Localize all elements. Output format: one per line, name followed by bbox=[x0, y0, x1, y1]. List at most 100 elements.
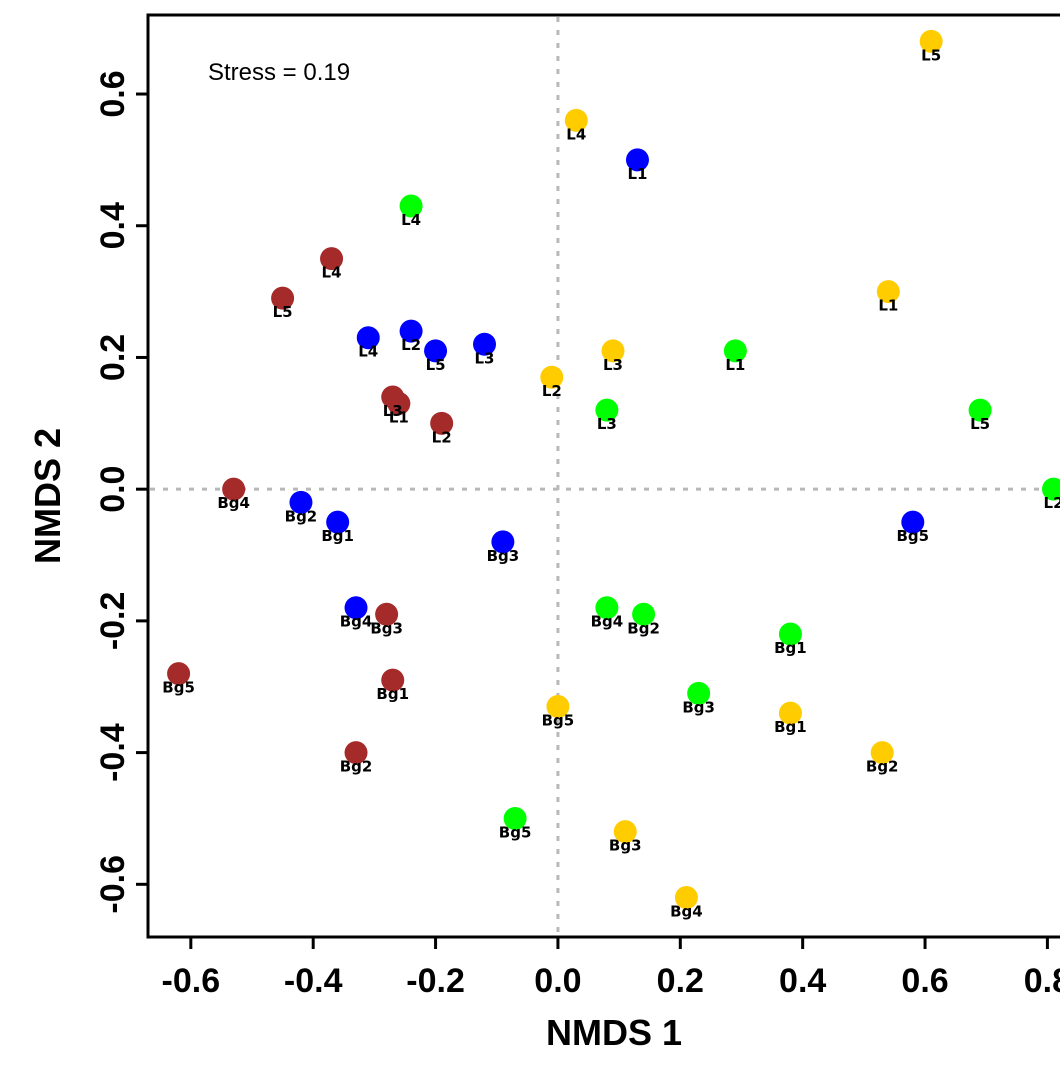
x-tick-label: -0.4 bbox=[284, 962, 343, 1000]
point-label: L3 bbox=[603, 356, 623, 374]
data-point bbox=[381, 668, 405, 692]
point-label: L1 bbox=[627, 165, 647, 183]
data-point bbox=[503, 806, 527, 830]
data-point bbox=[320, 247, 344, 271]
point-label: Bg3 bbox=[370, 619, 403, 637]
data-point bbox=[613, 820, 637, 844]
y-tick-label: -0.2 bbox=[94, 592, 132, 651]
point-label: L1 bbox=[389, 409, 409, 427]
series-4: L1 L2 L3 L4 L5 Bg1 Bg2 Bg3 Bg4 Bg5 bbox=[540, 29, 943, 920]
point-label: Bg2 bbox=[340, 758, 373, 776]
data-point bbox=[344, 596, 368, 620]
point-label: Bg5 bbox=[896, 527, 929, 545]
point-label: Bg1 bbox=[321, 527, 354, 545]
point-label: L1 bbox=[725, 356, 745, 374]
x-tick-label: 0.4 bbox=[779, 962, 826, 1000]
data-point bbox=[326, 510, 350, 534]
point-label: L1 bbox=[878, 297, 898, 315]
data-point bbox=[968, 398, 992, 422]
x-axis-title: NMDS 1 bbox=[546, 1012, 682, 1053]
data-point bbox=[424, 339, 448, 363]
data-point bbox=[381, 385, 405, 409]
data-point bbox=[356, 326, 380, 350]
data-point bbox=[625, 148, 649, 172]
data-point bbox=[778, 701, 802, 725]
data-point bbox=[430, 411, 454, 435]
stress-annotation: Stress = 0.19 bbox=[208, 59, 350, 86]
data-point bbox=[344, 741, 368, 765]
data-point bbox=[778, 622, 802, 646]
x-tick-label: -0.2 bbox=[406, 962, 465, 1000]
x-tick-label: 0.0 bbox=[534, 962, 581, 1000]
data-point bbox=[546, 695, 570, 718]
y-tick-label: 0.6 bbox=[94, 70, 132, 117]
point-label: L2 bbox=[542, 382, 562, 400]
data-point bbox=[399, 194, 423, 218]
y-axis: -0.6 -0.4 -0.2 0.0 0.2 0.4 0.6 bbox=[94, 70, 148, 914]
data-point bbox=[399, 319, 423, 343]
data-point bbox=[289, 490, 313, 514]
point-label: Bg5 bbox=[542, 712, 575, 730]
point-label: Bg1 bbox=[376, 685, 409, 703]
point-label: Bg3 bbox=[609, 837, 642, 855]
x-tick-label: -0.6 bbox=[162, 962, 221, 1000]
data-point bbox=[870, 741, 894, 765]
data-point bbox=[674, 885, 698, 909]
point-label: Bg2 bbox=[627, 619, 660, 637]
data-point bbox=[723, 339, 747, 363]
x-tick-label: 0.2 bbox=[657, 962, 704, 1000]
point-label: L5 bbox=[426, 356, 446, 374]
point-label: L2 bbox=[1044, 494, 1060, 512]
data-point bbox=[632, 602, 656, 626]
point-label: Bg2 bbox=[866, 758, 899, 776]
point-label: L5 bbox=[970, 415, 990, 433]
y-tick-label: 0.4 bbox=[94, 202, 132, 249]
point-label: Bg3 bbox=[487, 547, 520, 565]
point-label: Bg5 bbox=[499, 823, 532, 841]
point-label: L4 bbox=[401, 211, 421, 229]
data-point bbox=[901, 510, 925, 534]
data-point bbox=[375, 602, 399, 626]
point-label: L4 bbox=[322, 264, 342, 282]
point-label: Bg3 bbox=[682, 698, 715, 716]
data-point bbox=[167, 662, 191, 686]
data-point bbox=[222, 477, 246, 501]
point-label: Bg4 bbox=[217, 494, 250, 512]
point-label: L4 bbox=[566, 125, 586, 143]
point-label: L3 bbox=[475, 349, 495, 367]
y-tick-label: 0.2 bbox=[94, 334, 132, 381]
x-tick-label: 0.6 bbox=[901, 962, 948, 1000]
data-point bbox=[271, 286, 295, 310]
y-axis-title: NMDS 2 bbox=[27, 428, 68, 564]
data-point bbox=[595, 398, 619, 422]
point-label: Bg4 bbox=[340, 613, 373, 631]
data-point bbox=[595, 596, 619, 620]
point-label: L5 bbox=[921, 46, 941, 64]
point-label: Bg1 bbox=[774, 718, 807, 736]
data-points: L1L2L3L4L5Bg1Bg2Bg3Bg4Bg5L1L2L3L4L5Bg1Bg… bbox=[162, 29, 1060, 920]
series-3: L1 L2 L3 L4 L5 Bg1 Bg2 Bg3 Bg4 Bg5 bbox=[399, 194, 1060, 841]
x-tick-label: 0.8 bbox=[1024, 962, 1060, 1000]
point-label: L2 bbox=[401, 336, 421, 354]
point-label: Bg4 bbox=[670, 902, 703, 920]
data-point bbox=[1042, 477, 1060, 501]
point-label: L4 bbox=[358, 343, 378, 361]
point-label: L5 bbox=[273, 303, 293, 321]
point-label: Bg2 bbox=[285, 507, 318, 525]
point-label: Bg5 bbox=[162, 679, 195, 697]
data-point bbox=[601, 339, 625, 363]
data-point bbox=[876, 280, 900, 304]
data-point bbox=[919, 29, 943, 53]
point-label: L3 bbox=[383, 402, 403, 420]
point-label: L2 bbox=[432, 428, 452, 446]
plot-frame bbox=[146, 13, 1060, 939]
point-label: L3 bbox=[597, 415, 617, 433]
point-label: Bg1 bbox=[774, 639, 807, 657]
data-point bbox=[564, 108, 588, 132]
data-point bbox=[687, 681, 711, 705]
y-tick-label: -0.4 bbox=[94, 723, 132, 782]
point-label: Bg4 bbox=[591, 613, 624, 631]
